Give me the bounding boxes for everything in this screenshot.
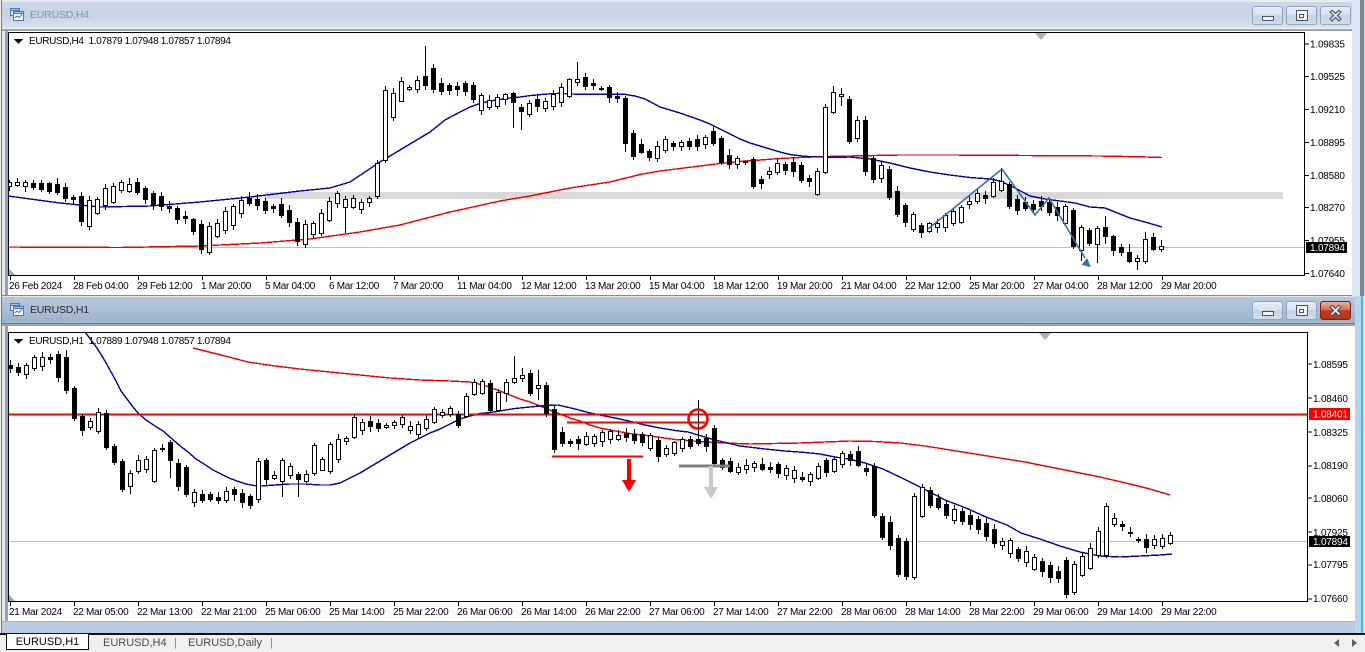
- svg-text:27 Mar 06:00: 27 Mar 06:00: [649, 607, 705, 618]
- svg-text:22 Mar 12:00: 22 Mar 12:00: [905, 281, 961, 292]
- svg-text:21 Mar 2024: 21 Mar 2024: [9, 607, 63, 618]
- svg-text:1.08460: 1.08460: [1313, 394, 1348, 405]
- svg-text:1.07925: 1.07925: [1313, 528, 1348, 539]
- svg-text:11 Mar 04:00: 11 Mar 04:00: [457, 281, 512, 292]
- svg-text:29 Mar 06:00: 29 Mar 06:00: [1033, 607, 1089, 618]
- svg-text:1.08190: 1.08190: [1313, 461, 1348, 472]
- svg-text:1.07640: 1.07640: [1310, 269, 1345, 280]
- svg-text:19 Mar 20:00: 19 Mar 20:00: [777, 281, 833, 292]
- svg-text:1.07894: 1.07894: [1313, 537, 1348, 548]
- svg-text:13 Mar 20:00: 13 Mar 20:00: [585, 281, 641, 292]
- svg-text:28 Mar 22:00: 28 Mar 22:00: [969, 607, 1025, 618]
- svg-text:1.08595: 1.08595: [1313, 360, 1348, 371]
- svg-text:1.08401: 1.08401: [1313, 410, 1348, 421]
- svg-text:28 Mar 12:00: 28 Mar 12:00: [1097, 281, 1153, 292]
- svg-text:1.09210: 1.09210: [1310, 105, 1345, 116]
- svg-text:15 Mar 04:00: 15 Mar 04:00: [649, 281, 705, 292]
- svg-text:1.08580: 1.08580: [1310, 171, 1345, 182]
- svg-text:27 Mar 14:00: 27 Mar 14:00: [713, 607, 769, 618]
- svg-text:1.07894: 1.07894: [1310, 243, 1345, 254]
- svg-text:7 Mar 20:00: 7 Mar 20:00: [393, 281, 444, 292]
- svg-text:22 Mar 13:00: 22 Mar 13:00: [137, 607, 193, 618]
- svg-text:29 Feb 12:00: 29 Feb 12:00: [137, 281, 193, 292]
- svg-text:27 Mar 04:00: 27 Mar 04:00: [1033, 281, 1089, 292]
- svg-text:21 Mar 04:00: 21 Mar 04:00: [841, 281, 897, 292]
- svg-text:EURUSD,H1 1.07889 1.07948 1.0: EURUSD,H1 1.07889 1.07948 1.07857 1.0789…: [29, 336, 231, 347]
- svg-text:22 Mar 05:00: 22 Mar 05:00: [73, 607, 129, 618]
- svg-text:EURUSD,H4 1.07879 1.07948 1.0: EURUSD,H4 1.07879 1.07948 1.07857 1.0789…: [29, 36, 231, 47]
- svg-text:26 Feb 2024: 26 Feb 2024: [9, 281, 63, 292]
- svg-text:25 Mar 06:00: 25 Mar 06:00: [265, 607, 321, 618]
- svg-text:1.09835: 1.09835: [1310, 40, 1345, 51]
- svg-text:1 Mar 20:00: 1 Mar 20:00: [201, 281, 252, 292]
- svg-text:18 Mar 12:00: 18 Mar 12:00: [713, 281, 769, 292]
- svg-text:5 Mar 04:00: 5 Mar 04:00: [265, 281, 316, 292]
- svg-text:26 Mar 22:00: 26 Mar 22:00: [585, 607, 641, 618]
- svg-text:25 Mar 22:00: 25 Mar 22:00: [393, 607, 449, 618]
- svg-text:1.08060: 1.08060: [1313, 494, 1348, 505]
- svg-text:26 Mar 06:00: 26 Mar 06:00: [457, 607, 513, 618]
- svg-text:1.07660: 1.07660: [1313, 594, 1348, 605]
- svg-text:29 Mar 22:00: 29 Mar 22:00: [1161, 607, 1217, 618]
- svg-text:1.08325: 1.08325: [1313, 428, 1348, 439]
- svg-text:26 Mar 14:00: 26 Mar 14:00: [521, 607, 577, 618]
- svg-text:1.08895: 1.08895: [1310, 138, 1345, 149]
- svg-text:28 Feb 04:00: 28 Feb 04:00: [73, 281, 129, 292]
- svg-text:29 Mar 20:00: 29 Mar 20:00: [1161, 281, 1217, 292]
- svg-text:27 Mar 22:00: 27 Mar 22:00: [777, 607, 833, 618]
- svg-text:25 Mar 20:00: 25 Mar 20:00: [969, 281, 1025, 292]
- svg-text:25 Mar 14:00: 25 Mar 14:00: [329, 607, 385, 618]
- svg-text:1.07955: 1.07955: [1310, 236, 1345, 247]
- svg-text:1.08270: 1.08270: [1310, 203, 1345, 214]
- svg-text:1.07795: 1.07795: [1313, 560, 1348, 571]
- svg-text:28 Mar 14:00: 28 Mar 14:00: [905, 607, 961, 618]
- svg-text:22 Mar 21:00: 22 Mar 21:00: [201, 607, 257, 618]
- svg-text:12 Mar 12:00: 12 Mar 12:00: [521, 281, 577, 292]
- svg-text:28 Mar 06:00: 28 Mar 06:00: [841, 607, 897, 618]
- svg-text:1.09525: 1.09525: [1310, 72, 1345, 83]
- svg-text:6 Mar 12:00: 6 Mar 12:00: [329, 281, 380, 292]
- svg-text:29 Mar 14:00: 29 Mar 14:00: [1097, 607, 1153, 618]
